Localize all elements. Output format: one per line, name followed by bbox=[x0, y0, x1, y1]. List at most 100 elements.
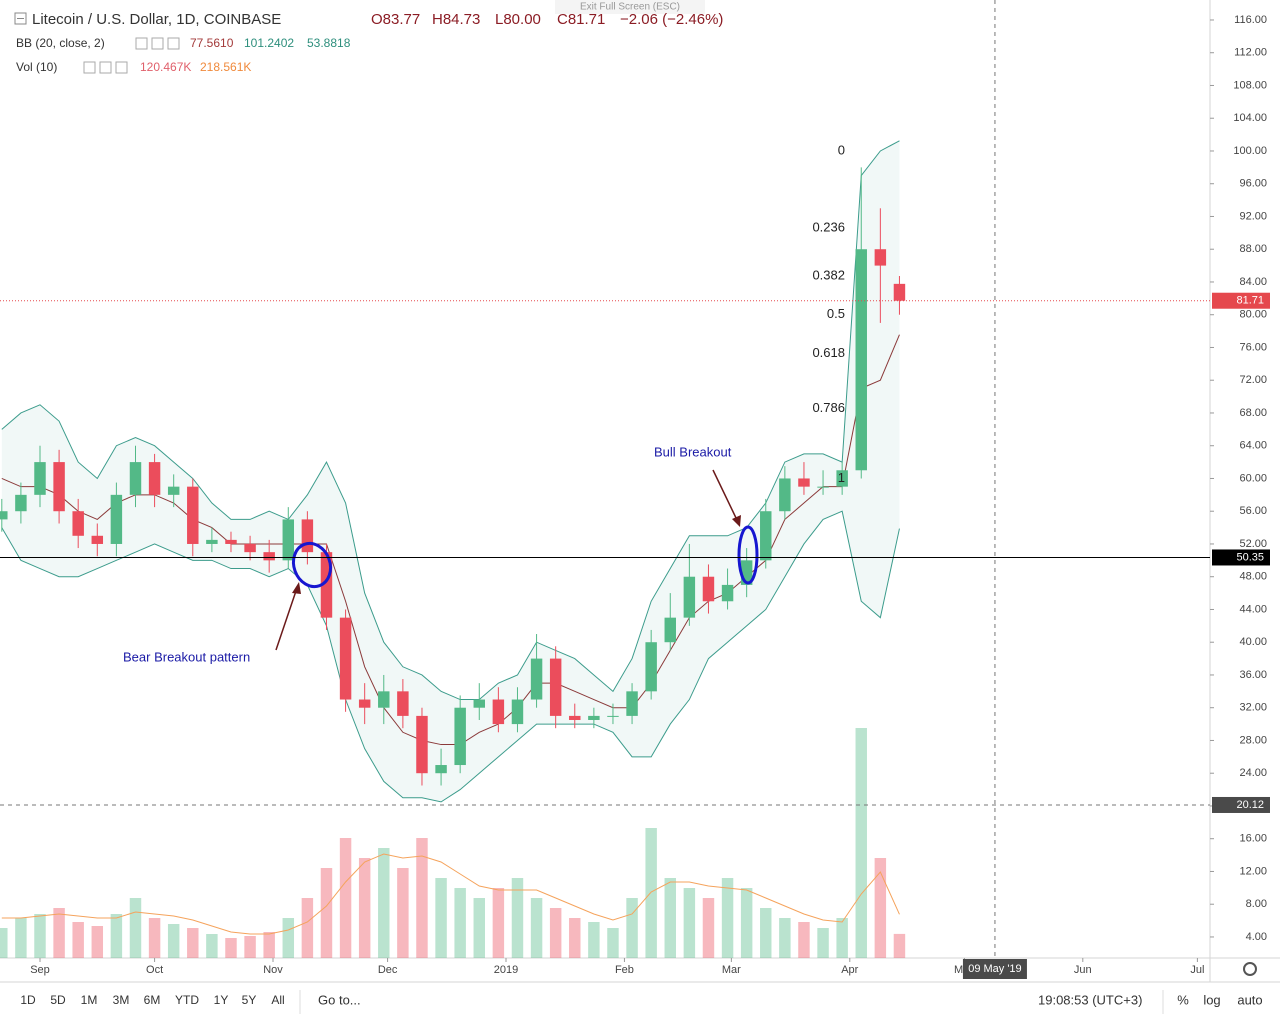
candle-body bbox=[607, 715, 619, 717]
candle-body bbox=[664, 617, 676, 643]
fib-label: 0.382 bbox=[812, 268, 845, 283]
auto-button[interactable]: auto bbox=[1237, 992, 1262, 1007]
ohlc-low: L80.00 bbox=[495, 11, 541, 28]
volume-bar bbox=[893, 933, 906, 958]
y-tick-label: 116.00 bbox=[1234, 14, 1267, 26]
candle-body bbox=[779, 478, 791, 512]
volume-bar bbox=[836, 918, 848, 958]
settings-gear[interactable] bbox=[1243, 962, 1257, 976]
goto-button[interactable]: Go to... bbox=[318, 992, 361, 1007]
x-tick-label: Jul bbox=[1190, 964, 1204, 976]
volume-bar bbox=[225, 938, 237, 958]
candle-body bbox=[110, 494, 123, 544]
volume-bar bbox=[740, 888, 753, 958]
y-tick-label: 76.00 bbox=[1239, 341, 1267, 353]
range-button[interactable]: 3M bbox=[113, 993, 130, 1007]
y-tick-label: 88.00 bbox=[1239, 243, 1267, 255]
bb-upper bbox=[1, 140, 900, 701]
volume-bar bbox=[798, 922, 810, 958]
volume-bar bbox=[511, 878, 524, 958]
candle-body bbox=[320, 552, 333, 618]
candle-body bbox=[893, 283, 906, 301]
volume-bar bbox=[15, 918, 27, 958]
y-tick-label: 84.00 bbox=[1239, 276, 1267, 288]
candle-body bbox=[91, 535, 104, 544]
range-button[interactable]: 1M bbox=[81, 993, 98, 1007]
range-button[interactable]: 6M bbox=[144, 993, 161, 1007]
candle-body bbox=[282, 519, 295, 561]
candle-body bbox=[187, 486, 199, 544]
x-tick-label: Feb bbox=[615, 964, 634, 976]
volume-bar bbox=[91, 926, 104, 958]
volume-bar bbox=[53, 908, 65, 958]
candle-body bbox=[15, 494, 27, 512]
candle-body bbox=[397, 691, 409, 716]
bull-arrowhead bbox=[732, 515, 741, 527]
indicator-name[interactable]: BB (20, close, 2) bbox=[16, 36, 105, 50]
chart-title[interactable]: Litecoin / U.S. Dollar, 1D, COINBASE bbox=[32, 11, 281, 28]
y-tick-label: 64.00 bbox=[1239, 440, 1267, 452]
log-button[interactable]: log bbox=[1203, 992, 1220, 1007]
volume-bar bbox=[0, 928, 8, 958]
range-button[interactable]: All bbox=[271, 993, 284, 1007]
price-label-bg bbox=[1212, 292, 1270, 309]
bear-circle bbox=[291, 541, 333, 589]
volume-bar bbox=[626, 898, 638, 958]
candle-body bbox=[569, 715, 581, 720]
crosshair-y-label: 20.12 bbox=[1236, 799, 1264, 811]
volume-bar bbox=[320, 868, 333, 958]
x-tick-label: Mar bbox=[722, 964, 741, 976]
collapse-icon[interactable] bbox=[14, 12, 27, 25]
price-label: 50.35 bbox=[1236, 551, 1264, 563]
y-tick-label: 96.00 bbox=[1239, 178, 1267, 190]
volume-bar bbox=[454, 888, 466, 958]
exit-fullscreen[interactable]: Exit Full Screen (ESC) bbox=[580, 2, 680, 13]
remove-button[interactable] bbox=[115, 61, 128, 74]
y-tick-label: 8.00 bbox=[1246, 898, 1267, 910]
y-tick-label: 80.00 bbox=[1239, 309, 1267, 321]
range-button[interactable]: 5Y bbox=[242, 993, 257, 1007]
volume-bar bbox=[206, 934, 218, 958]
settings-button[interactable] bbox=[151, 37, 164, 50]
percent-button[interactable]: % bbox=[1177, 992, 1189, 1007]
remove-button[interactable] bbox=[167, 37, 180, 50]
volume-bar bbox=[34, 914, 46, 958]
bear-arrowhead bbox=[292, 582, 301, 594]
candle-body bbox=[129, 462, 142, 495]
clock: 19:08:53 (UTC+3) bbox=[1038, 992, 1142, 1007]
volume-bar bbox=[378, 848, 390, 958]
range-button[interactable]: 1Y bbox=[214, 993, 229, 1007]
candle-body bbox=[339, 617, 352, 700]
eye-button[interactable] bbox=[83, 61, 96, 74]
volume-bar bbox=[721, 878, 734, 958]
candle-body bbox=[358, 699, 371, 708]
range-button[interactable]: YTD bbox=[175, 993, 199, 1007]
volume-bar bbox=[129, 898, 142, 958]
candle-body bbox=[263, 552, 275, 561]
volume-bar bbox=[282, 918, 295, 958]
candle-body bbox=[454, 707, 466, 766]
range-button[interactable]: 1D bbox=[20, 993, 36, 1007]
range-button[interactable]: 5D bbox=[50, 993, 66, 1007]
y-tick-label: 36.00 bbox=[1239, 669, 1267, 681]
x-tick-label: Apr bbox=[841, 964, 858, 976]
volume-bar bbox=[301, 898, 314, 958]
x-tick-label: Dec bbox=[378, 964, 398, 976]
eye-button[interactable] bbox=[135, 37, 148, 50]
annotation: Bear Breakout pattern bbox=[123, 649, 250, 664]
volume-bar bbox=[760, 908, 772, 958]
candle-body bbox=[0, 511, 8, 520]
plot-area bbox=[0, 140, 906, 958]
x-tick-label: 2019 bbox=[494, 964, 518, 976]
ohlc-close: C81.71 bbox=[557, 11, 605, 28]
candle-body bbox=[244, 543, 256, 553]
y-tick-label: 16.00 bbox=[1239, 833, 1267, 845]
indicator-name[interactable]: Vol (10) bbox=[16, 60, 57, 74]
fib-label: 0.5 bbox=[827, 306, 845, 321]
indicator-value: 101.2402 bbox=[244, 36, 294, 50]
candle-body bbox=[798, 478, 810, 487]
y-tick-label: 32.00 bbox=[1239, 702, 1267, 714]
settings-button[interactable] bbox=[99, 61, 112, 74]
